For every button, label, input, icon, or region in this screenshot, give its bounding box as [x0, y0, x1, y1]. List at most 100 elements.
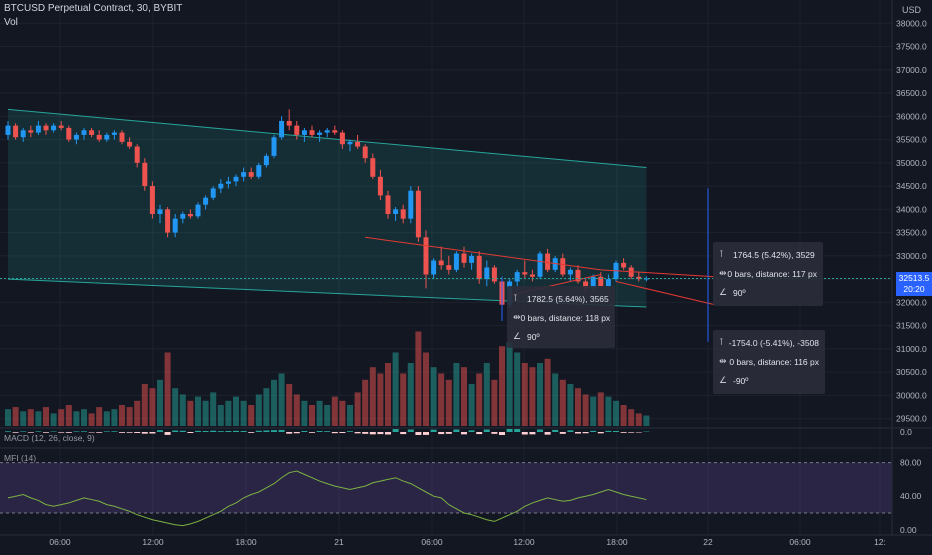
volume-bar [643, 416, 649, 427]
volume-bar [309, 405, 315, 426]
macd-histogram-bar [522, 432, 528, 435]
candle [279, 116, 284, 139]
measure-box-top[interactable]: ⊺1764.5 (5.42%), 3529 ⇹0 bars, distance:… [713, 242, 823, 306]
candle-body [431, 261, 436, 275]
bar-countdown: 20:20 [896, 284, 932, 295]
candle-body [264, 156, 269, 165]
measure-angle: 90º [733, 288, 746, 298]
measure-box-bottom[interactable]: ⊺-1754.0 (-5.41%), -3508 ⇹0 bars, distan… [713, 330, 825, 394]
candle-body [515, 272, 520, 281]
macd-histogram-bar [575, 432, 581, 434]
macd-histogram-bar [104, 431, 110, 432]
macd-histogram-bar [73, 431, 79, 432]
volume-bar [81, 409, 87, 426]
macd-histogram-bar [590, 431, 596, 432]
vertical-range-icon: ⊺ [719, 337, 729, 348]
macd-histogram-bar [393, 429, 399, 432]
volume-bar [187, 401, 193, 426]
macd-histogram-bar [180, 431, 186, 432]
volume-bar [605, 397, 611, 426]
macd-histogram-bar [35, 431, 41, 432]
time-tick-label: 18:00 [606, 537, 628, 547]
candle-body [545, 254, 550, 270]
macd-histogram-bar [453, 430, 459, 433]
volume-bar [172, 388, 178, 426]
volume-bar [195, 397, 201, 426]
volume-bar [613, 401, 619, 426]
candle-body [241, 172, 246, 177]
macd-histogram-bar [438, 432, 444, 434]
candle-body [74, 135, 79, 140]
volume-bar [355, 392, 361, 426]
candle [196, 202, 201, 218]
volume-bar [370, 367, 376, 426]
volume-bar [393, 353, 399, 427]
candle-body [469, 256, 474, 263]
candle-body [355, 142, 360, 147]
candle-body [348, 142, 353, 144]
macd-histogram-bar [203, 431, 209, 432]
volume-bar [89, 413, 95, 426]
volume-bar [51, 413, 57, 426]
macd-histogram-bar [560, 432, 566, 434]
macd-histogram-bar [484, 430, 490, 433]
macd-histogram-bar [567, 430, 573, 432]
time-tick-label: 12: [874, 537, 886, 547]
candle-body [211, 188, 216, 197]
chart-title: BTCUSD Perpetual Contract, 30, BYBIT [4, 3, 182, 14]
candle [150, 181, 155, 218]
candle-body [203, 198, 208, 205]
candle-body [439, 261, 444, 266]
candle-body [492, 268, 497, 282]
macd-histogram-bar [195, 431, 201, 432]
volume-bar [545, 359, 551, 426]
candle-body [484, 268, 489, 280]
candle-body [104, 135, 109, 140]
candle-body [287, 121, 292, 126]
macd-histogram-bar [621, 432, 627, 433]
macd-histogram-bar [598, 432, 604, 433]
candle-body [142, 163, 147, 186]
macd-histogram-bar [537, 430, 543, 433]
macd-histogram-bar [514, 429, 520, 432]
volume-bar [256, 395, 262, 427]
macd-histogram-bar [362, 432, 368, 434]
volume-bar [20, 411, 26, 426]
volume-bar [438, 374, 444, 427]
macd-histogram-bar [309, 432, 315, 433]
candle [310, 126, 315, 138]
price-tick-label: 33500.0 [896, 228, 927, 238]
time-tick-label: 06:00 [789, 537, 811, 547]
volume-bar [529, 367, 535, 426]
macd-histogram-bar [400, 432, 406, 434]
measure-box-middle[interactable]: ⊺1782.5 (5.64%), 3565 ⇹0 bars, distance:… [507, 286, 615, 348]
candle-body [82, 130, 87, 135]
vertical-range-icon: ⊺ [719, 249, 733, 260]
macd-histogram-bar [628, 432, 634, 433]
volume-bar [301, 401, 307, 426]
macd-pane: 0.0 [0, 427, 932, 448]
volume-bar [73, 411, 79, 426]
macd-histogram-bar [286, 432, 292, 434]
volume-bar [575, 388, 581, 426]
macd-histogram-bar [149, 432, 155, 434]
volume-bar [286, 384, 292, 426]
macd-histogram-bar [134, 432, 140, 433]
candle-body [317, 133, 322, 135]
measure-price-change: 1764.5 (5.42%), 3529 [733, 250, 815, 260]
macd-histogram-bar [301, 431, 307, 432]
volume-bar [537, 363, 543, 426]
currency-label: USD [902, 5, 921, 15]
volume-bar [621, 405, 627, 426]
volume-bar [400, 374, 406, 427]
candle [325, 128, 330, 137]
volume-bar [628, 409, 634, 426]
macd-histogram-bar [583, 432, 589, 433]
volume-bar [446, 380, 452, 426]
macd-histogram-bar [225, 431, 231, 432]
candle-body [28, 130, 33, 132]
candle [492, 265, 497, 284]
macd-histogram-bar [241, 431, 247, 432]
